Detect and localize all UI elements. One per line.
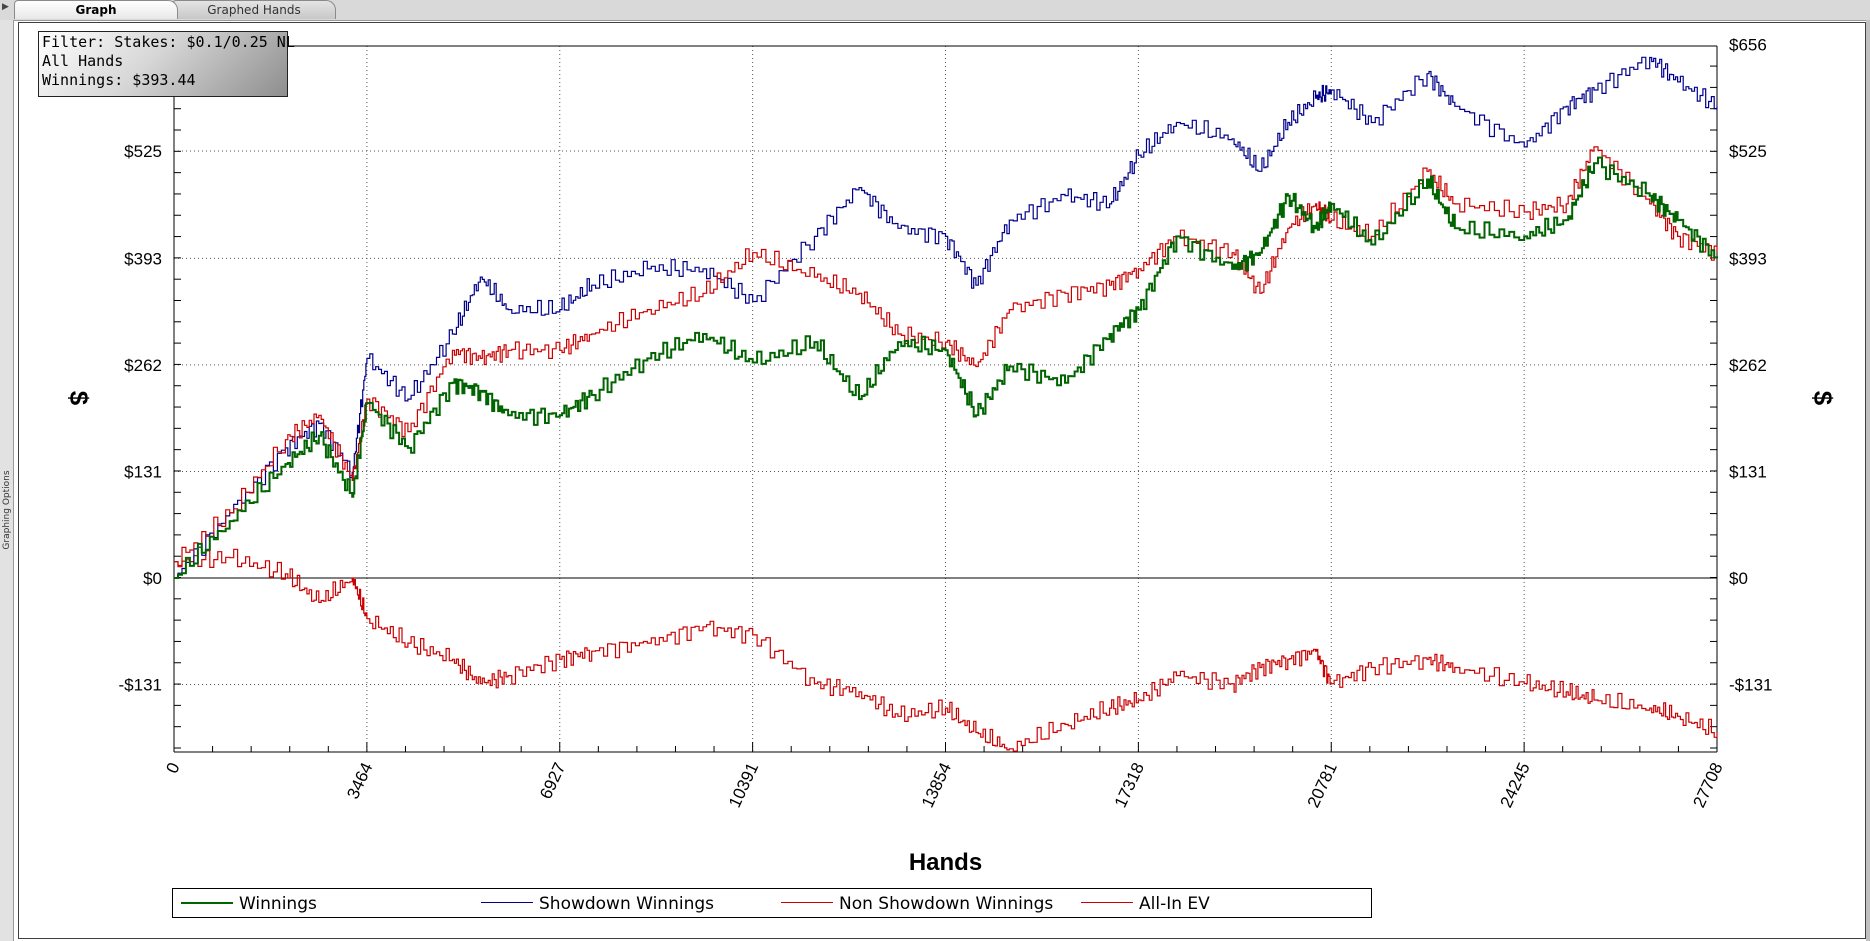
tab-graphed-hands[interactable]: Graphed Hands — [172, 0, 336, 19]
x-tick-label: 27708 — [1689, 760, 1726, 811]
y-tick-label-left: $131 — [124, 462, 162, 481]
y-tick-label-left: $525 — [124, 142, 162, 161]
y-tick-label-right: $656 — [1729, 35, 1767, 54]
graph-panel — [18, 22, 1866, 939]
tab-bar: Graph Graphed Hands — [0, 0, 1870, 21]
x-tick-label: 13854 — [918, 760, 955, 811]
y-tick-label-left: $393 — [124, 249, 162, 268]
series-line-showdown — [174, 56, 1718, 579]
x-tick-label: 24245 — [1497, 760, 1534, 811]
y-tick-label-left: $0 — [143, 569, 162, 588]
y-tick-label-right: $131 — [1729, 462, 1767, 481]
x-tick-label: 20781 — [1304, 760, 1341, 811]
series-line-non-showdown — [174, 548, 1718, 752]
x-tick-label: 0 — [162, 760, 183, 777]
filter-hands-text: All Hands — [42, 52, 124, 70]
y-axis-title-left: $ — [64, 391, 94, 406]
y-tick-label-right: $525 — [1729, 142, 1767, 161]
legend-label-non-showdown: Non Showdown Winnings — [839, 894, 1054, 914]
x-tick-label: 17318 — [1111, 760, 1148, 811]
x-axis-title: Hands — [909, 849, 982, 876]
y-tick-label-right: -$131 — [1729, 676, 1772, 695]
filter-stakes-text: Filter: Stakes: $0.1/0.25 NL — [42, 33, 295, 51]
y-tick-label-right: $262 — [1729, 356, 1767, 375]
window-edge — [1866, 20, 1870, 941]
tab-graph[interactable]: Graph — [14, 0, 178, 19]
y-axis-title-right: $ — [1808, 391, 1838, 406]
filter-winnings-text: Winnings: $393.44 — [42, 71, 196, 89]
x-tick-label: 6927 — [536, 760, 569, 802]
x-tick-label: 3464 — [343, 760, 376, 802]
chart-legend: Winnings Showdown Winnings Non Showdown … — [172, 888, 1372, 918]
collapse-arrow-icon[interactable]: ▶ — [2, 2, 9, 12]
y-tick-label-right: $0 — [1729, 569, 1748, 588]
y-tick-label-right: $393 — [1729, 249, 1767, 268]
legend-swatch-non-showdown — [781, 902, 833, 903]
series-line-allin-ev — [174, 146, 1718, 567]
x-tick-label: 10391 — [725, 760, 762, 811]
legend-swatch-showdown — [481, 902, 533, 903]
filter-info-box: Filter: Stakes: $0.1/0.25 NL All Hands W… — [38, 31, 295, 97]
y-tick-label-left: -$131 — [119, 676, 162, 695]
y-tick-label-left: $262 — [124, 356, 162, 375]
legend-swatch-allin-ev — [1081, 902, 1133, 903]
legend-label-showdown: Showdown Winnings — [539, 894, 714, 914]
legend-swatch-winnings — [181, 902, 233, 904]
legend-label-allin-ev: All-In EV — [1139, 894, 1210, 914]
legend-label-winnings: Winnings — [239, 894, 317, 914]
series-line-winnings — [174, 156, 1718, 579]
graphing-options-panel-toggle[interactable]: ▶ Graphing Options — [0, 2, 14, 941]
